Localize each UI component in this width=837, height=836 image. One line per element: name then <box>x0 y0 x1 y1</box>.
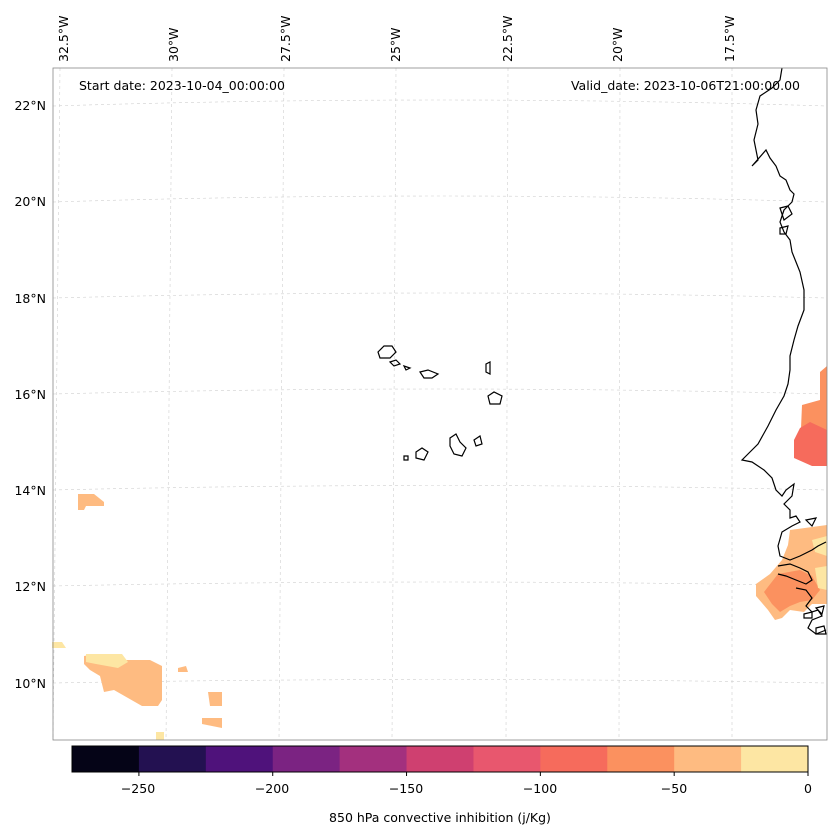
lon-tick-label: 20°W <box>610 27 625 62</box>
gridlines <box>52 67 828 741</box>
island-sao-nicolau <box>419 369 440 379</box>
coast-islet-2 <box>814 605 825 616</box>
lat-tick-label: 16°N <box>14 387 46 402</box>
map-area <box>52 67 828 741</box>
colorbar-segment <box>741 746 809 772</box>
cin-region-sw-small2 <box>208 692 222 706</box>
cin-region-sw-small3 <box>202 718 222 728</box>
bissagos-2 <box>779 225 789 235</box>
coast-islet-3 <box>815 625 827 635</box>
cin-region-sw-small1 <box>178 666 188 672</box>
cin-region-sw-outer <box>84 654 162 706</box>
cin-field <box>52 366 827 740</box>
lat-tick-label: 10°N <box>14 676 46 691</box>
lon-tick-label: 25°W <box>388 27 403 62</box>
colorbar-segment <box>473 746 541 772</box>
cin-region-south-light <box>812 536 827 556</box>
cin-region-east-core <box>794 422 827 466</box>
island-fogo <box>415 447 429 461</box>
cin-region-sw-light <box>86 654 128 668</box>
bissagos-1 <box>779 205 793 221</box>
island-sao-vicente <box>388 359 402 367</box>
colorbar-tick-label: −150 <box>389 781 423 796</box>
start-date-label: Start date: 2023-10-04_00:00:00 <box>79 78 285 93</box>
island-santiago <box>449 433 467 457</box>
colorbar-tick-label: −50 <box>661 781 687 796</box>
africa-coastline <box>740 67 827 561</box>
colorbar-segment <box>72 746 140 772</box>
cin-region-sw-light2 <box>52 642 66 648</box>
island-sal <box>485 361 491 375</box>
lat-tick-label: 18°N <box>14 291 46 306</box>
lat-tick-label: 14°N <box>14 483 46 498</box>
colorbar-segment <box>540 746 608 772</box>
lon-tick-label: 32.5°W <box>56 16 71 62</box>
lon-tick-label: 27.5°W <box>278 16 293 62</box>
map-frame <box>52 67 828 741</box>
island-brava <box>403 455 409 461</box>
colorbar-segment <box>339 746 408 772</box>
lon-tick-label: 30°W <box>166 27 181 62</box>
colorbar <box>72 746 809 776</box>
colorbar-tick-label: −100 <box>523 781 557 796</box>
colorbar-tick-label: −200 <box>255 781 289 796</box>
island-boa-vista <box>487 391 503 405</box>
colorbar-segment <box>406 746 474 772</box>
colorbar-tick-label: 0 <box>804 781 812 796</box>
coast-islet-4 <box>804 517 818 528</box>
lat-tick-label: 12°N <box>14 579 46 594</box>
cin-region-south-inner <box>764 570 820 612</box>
africa-coastline-gambia <box>777 563 813 585</box>
colorbar-frame <box>71 745 809 773</box>
lon-tick-label: 22.5°W <box>500 16 515 62</box>
colorbar-segment <box>674 746 742 772</box>
colorbar-segment <box>205 746 274 772</box>
lat-tick-label: 22°N <box>14 98 46 113</box>
colorbar-segment <box>272 746 341 772</box>
colorbar-segment <box>138 746 207 772</box>
lat-tick-label: 20°N <box>14 194 46 209</box>
island-santa-luzia <box>402 364 412 371</box>
colorbar-title: 850 hPa convective inhibition (j/Kg) <box>329 810 551 825</box>
island-santo-antao <box>377 345 397 359</box>
coastlines <box>740 67 827 635</box>
island-maio <box>473 435 483 447</box>
lon-tick-label: 17.5°W <box>722 16 737 62</box>
cin-region-sw-small4 <box>156 732 164 740</box>
coast-islet-1 <box>803 611 813 619</box>
colorbar-segment <box>607 746 675 772</box>
cape-verde-islands <box>377 345 503 461</box>
cin-region-south-light2 <box>815 566 827 590</box>
colorbar-tick-label: −250 <box>121 781 155 796</box>
cin-region-west-14n <box>78 494 104 510</box>
valid-date-label: Valid_date: 2023-10-06T21:00:00.00 <box>571 78 800 93</box>
